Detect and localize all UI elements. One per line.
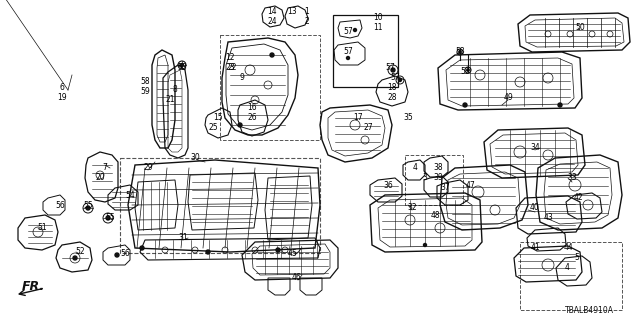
- Circle shape: [459, 51, 461, 53]
- Text: FR.: FR.: [22, 280, 45, 293]
- Text: 49: 49: [503, 93, 513, 102]
- Text: 34: 34: [530, 143, 540, 153]
- Text: 41: 41: [530, 244, 540, 252]
- Text: 55: 55: [83, 201, 93, 210]
- Text: 45: 45: [287, 249, 297, 258]
- Text: 39: 39: [433, 173, 443, 182]
- Text: 15: 15: [213, 114, 223, 123]
- Text: 47: 47: [465, 180, 475, 189]
- Text: 38: 38: [433, 164, 443, 172]
- Text: 55: 55: [105, 213, 115, 222]
- Text: 25: 25: [208, 124, 218, 132]
- Text: 57: 57: [343, 47, 353, 57]
- Circle shape: [463, 103, 467, 107]
- Text: 7: 7: [102, 164, 108, 172]
- Text: 52: 52: [75, 247, 85, 257]
- Text: 16: 16: [247, 103, 257, 113]
- Bar: [120, 158, 320, 253]
- Text: 42: 42: [573, 194, 583, 203]
- Text: 30: 30: [190, 154, 200, 163]
- Text: 21: 21: [165, 95, 175, 105]
- Text: 40: 40: [530, 204, 540, 212]
- Circle shape: [180, 63, 184, 67]
- Text: 4: 4: [564, 263, 570, 273]
- Bar: [333, 15, 398, 87]
- Text: 56: 56: [55, 201, 65, 210]
- Text: 31: 31: [178, 234, 188, 243]
- Text: 29: 29: [143, 164, 153, 172]
- Circle shape: [238, 123, 242, 127]
- Circle shape: [73, 256, 77, 260]
- Text: 22: 22: [227, 63, 237, 73]
- Circle shape: [399, 78, 401, 82]
- Circle shape: [391, 68, 395, 72]
- Text: 4: 4: [413, 164, 417, 172]
- Text: 57: 57: [385, 63, 395, 73]
- Text: 23: 23: [225, 63, 235, 73]
- Text: 44: 44: [563, 244, 573, 252]
- Text: 59: 59: [140, 87, 150, 97]
- Text: 20: 20: [95, 173, 105, 182]
- Text: 46: 46: [291, 274, 301, 283]
- Text: 53: 53: [460, 68, 470, 76]
- Text: 33: 33: [567, 173, 577, 182]
- Text: 27: 27: [363, 124, 373, 132]
- Text: 57: 57: [390, 74, 400, 83]
- Circle shape: [467, 69, 469, 71]
- Text: 36: 36: [383, 180, 393, 189]
- Text: 57: 57: [343, 28, 353, 36]
- Text: TBALB4910A: TBALB4910A: [565, 306, 614, 315]
- Bar: [405, 155, 463, 205]
- Text: 48: 48: [430, 211, 440, 220]
- Circle shape: [86, 206, 90, 210]
- Circle shape: [353, 28, 356, 31]
- Text: 53: 53: [177, 63, 187, 73]
- Circle shape: [424, 244, 426, 246]
- Text: 10: 10: [373, 13, 383, 22]
- Text: 12: 12: [225, 53, 235, 62]
- Text: 17: 17: [353, 114, 363, 123]
- Text: 58: 58: [140, 77, 150, 86]
- Text: 6: 6: [60, 84, 65, 92]
- Circle shape: [270, 53, 274, 57]
- Text: 24: 24: [267, 18, 277, 27]
- Circle shape: [206, 250, 210, 254]
- Text: 35: 35: [403, 114, 413, 123]
- Bar: [220, 35, 320, 140]
- Text: 1: 1: [305, 7, 309, 17]
- Text: 37: 37: [440, 183, 450, 193]
- Text: 43: 43: [543, 213, 553, 222]
- Text: 8: 8: [173, 85, 177, 94]
- Circle shape: [140, 246, 144, 250]
- Text: 14: 14: [267, 7, 277, 17]
- Text: 18: 18: [387, 84, 397, 92]
- Text: 3: 3: [422, 173, 428, 182]
- Text: 11: 11: [373, 23, 383, 33]
- Text: 26: 26: [247, 114, 257, 123]
- Circle shape: [558, 103, 562, 107]
- Text: 50: 50: [575, 23, 585, 33]
- Text: 19: 19: [57, 93, 67, 102]
- Text: 53: 53: [455, 47, 465, 57]
- Text: 54: 54: [125, 190, 135, 199]
- Text: 5: 5: [575, 253, 579, 262]
- Text: 56: 56: [120, 249, 130, 258]
- Text: 32: 32: [407, 204, 417, 212]
- Text: 9: 9: [239, 74, 244, 83]
- Text: 13: 13: [287, 7, 297, 17]
- Bar: [520, 242, 622, 310]
- Text: 28: 28: [387, 93, 397, 102]
- Text: 2: 2: [305, 18, 309, 27]
- Circle shape: [276, 248, 280, 252]
- Text: 51: 51: [37, 223, 47, 233]
- Circle shape: [115, 253, 119, 257]
- Circle shape: [106, 216, 110, 220]
- Circle shape: [346, 57, 349, 60]
